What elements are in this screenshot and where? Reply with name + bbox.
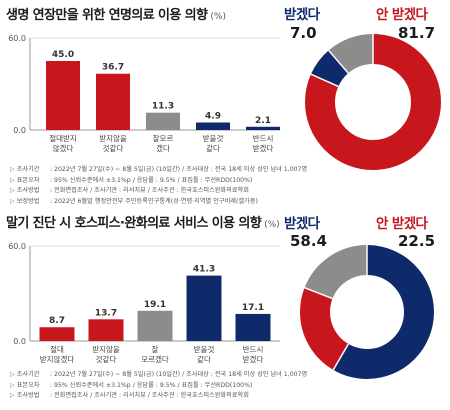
bar	[146, 112, 180, 130]
chart2-will-label: 받겠다	[284, 216, 320, 232]
data-label: 8.7	[49, 316, 65, 326]
x-tick-label: 않겠다	[53, 143, 74, 153]
x-tick-label: 반드시	[253, 134, 274, 143]
chart2-wont-label: 안 받겠다	[376, 216, 428, 232]
x-tick-label: 절대	[50, 345, 64, 354]
y-tick-label: 60.0	[8, 34, 26, 43]
slice-separator	[310, 73, 339, 88]
data-label: 41.3	[193, 265, 215, 275]
data-label: 36.7	[102, 63, 124, 73]
data-label: 19.1	[144, 300, 166, 310]
x-tick-label: 받지않을	[99, 133, 127, 143]
bar	[96, 73, 130, 130]
y-tick-label: 0.0	[13, 337, 26, 346]
x-tick-label: 잘	[152, 345, 159, 354]
data-label: 45.0	[52, 50, 74, 60]
chart2-wont-value: 22.5	[398, 232, 436, 250]
bar	[39, 327, 75, 341]
chart1-will-label: 받겠다	[284, 7, 320, 23]
slice-separator	[328, 49, 349, 74]
x-tick-label: 받을것	[203, 133, 224, 143]
data-label: 2.1	[255, 116, 271, 126]
x-tick-label: 잘모르	[153, 134, 174, 143]
x-tick-label: 같다	[206, 143, 220, 153]
chart2-will-value: 58.4	[290, 232, 328, 250]
bar	[246, 126, 280, 130]
x-tick-label: 받겠다	[243, 354, 264, 364]
note-row: 조사방법: 전화면접조사 / 조사기관 : 리서치뷰 / 조사주관 : 한국호스…	[10, 186, 307, 197]
x-tick-label: 같다	[197, 354, 211, 364]
chart1-notes: 조사기간: 2022년 7월 27일(수) ~ 8월 5일(금) (10일간) …	[10, 165, 307, 207]
x-tick-label: 것같다	[103, 143, 124, 153]
x-tick-label: 것같다	[96, 354, 117, 364]
chart1-title: 생명 연장만을 위한 연명의료 이용 의향 (%)	[6, 8, 226, 23]
bar	[196, 122, 230, 130]
chart1-will-value: 7.0	[290, 24, 317, 42]
bar	[137, 310, 173, 341]
x-tick-label: 받지않겠다	[40, 354, 75, 364]
x-tick-label: 받지않을	[92, 344, 120, 354]
data-label: 11.3	[152, 102, 174, 112]
note-row: 보정방법: 2022년 6월말 행정안전부 주민등록인구통계(성·연령·지역별 …	[10, 197, 307, 208]
bar	[88, 319, 124, 341]
x-tick-label: 절대받지	[49, 133, 77, 143]
y-tick-label: 0.0	[13, 126, 26, 135]
donut-slice	[300, 245, 434, 379]
note-row: 조사방법: 전화면접조사 / 조사기관 : 리서치뷰 / 조사주관 : 한국호스…	[10, 391, 307, 402]
data-label: 4.9	[205, 111, 221, 121]
chart1-unit: (%)	[210, 12, 226, 22]
chart2-unit: (%)	[264, 220, 280, 230]
note-row: 표본오차: 95% 신뢰수준에서 ±3.1%p / 응답률 : 9.5% / 표…	[10, 381, 307, 392]
donut-chart-2	[300, 245, 434, 379]
x-tick-label: 모르겠다	[141, 354, 169, 364]
donut-chart-1	[305, 34, 441, 170]
chart1-wont-value: 81.7	[398, 24, 436, 42]
chart1-wont-label: 안 받겠다	[376, 7, 428, 23]
bar	[186, 275, 222, 341]
note-row: 조사기간: 2022년 7월 27일(수) ~ 8월 5일(금) (10일간) …	[10, 165, 307, 176]
data-label: 17.1	[242, 303, 264, 313]
slice-separator	[332, 343, 350, 371]
chart2-notes: 조사기간: 2022년 7월 27일(수) ~ 8월 5일(금) (10일간) …	[10, 370, 307, 402]
x-tick-label: 반드시	[243, 345, 264, 354]
slice-separator	[304, 287, 333, 300]
x-tick-label: 받을것	[194, 344, 215, 354]
y-tick-label: 60.0	[8, 242, 26, 251]
chart2-title: 말기 진단 시 호스피스·완화의료 서비스 이용 의향 (%)	[6, 216, 280, 231]
note-row: 조사기간: 2022년 7월 27일(수) ~ 8월 5일(금) (10일간) …	[10, 370, 307, 381]
data-label: 13.7	[95, 308, 117, 318]
bar	[46, 61, 80, 130]
note-row: 표본오차: 95% 신뢰수준에서 ±3.1%p / 응답률 : 9.5% / 표…	[10, 176, 307, 187]
x-tick-label: 받겠다	[253, 143, 274, 153]
x-tick-label: 겠다	[156, 143, 170, 153]
bar	[235, 313, 271, 341]
